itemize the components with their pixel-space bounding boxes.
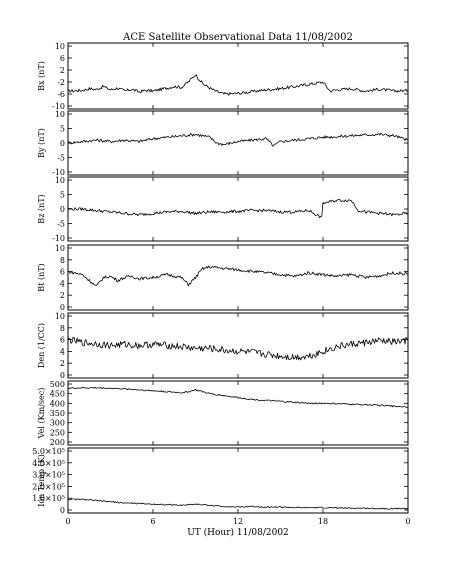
- x-tick-label: 0: [65, 517, 70, 526]
- y-tick-label: 8: [60, 256, 65, 265]
- y-axis-label-bz: Bz (nT): [37, 194, 46, 223]
- panel-bz: 10 5 0 -5 -10 Bz (nT): [37, 176, 409, 243]
- y-tick-label: 3.0×10⁵: [32, 471, 65, 480]
- x-axis-label: UT (Hour) 11/08/2002: [187, 527, 289, 538]
- x-tick-label: 18: [318, 517, 328, 526]
- y-tick-label: 0: [60, 371, 65, 380]
- y-axis-label-vel: Vel (Km/sec): [37, 388, 46, 440]
- y-tick-label: 200: [50, 438, 65, 447]
- series-line-vel: [67, 386, 409, 408]
- y-axis-label-temp: Ion Temp (K): [37, 454, 46, 507]
- series-line-bx: [67, 74, 409, 96]
- x-axis: 0 6 12 18 0: [65, 517, 410, 526]
- series-line-by: [67, 132, 409, 147]
- y-tick-label: 5: [60, 125, 65, 134]
- panel-den: 10 8 6 4 2 0 Den (1/CC): [37, 312, 409, 380]
- y-tick-label: 250: [50, 428, 65, 437]
- y-tick-label: 500: [50, 380, 65, 389]
- y-axis-label-bt: Bt (nT): [37, 263, 46, 291]
- y-tick-label: -10: [52, 102, 65, 111]
- x-tick-label: 6: [150, 517, 155, 526]
- y-tick-label: 8: [60, 324, 65, 333]
- y-tick-label: 4: [60, 279, 65, 288]
- y-tick-label: 4: [60, 347, 65, 356]
- y-axis-label-den: Den (1/CC): [37, 323, 46, 368]
- y-tick-label: 300: [50, 419, 65, 428]
- x-tick-label: 0: [405, 517, 410, 526]
- y-axis-label-bx: Bx (nT): [37, 61, 46, 91]
- y-tick-label: 10: [55, 244, 65, 253]
- y-tick-label: 0: [60, 139, 65, 148]
- y-tick-label: -6: [57, 90, 65, 99]
- panel-by: 10 5 0 -5 -10 By (nT): [37, 110, 409, 177]
- series-line-den: [67, 336, 409, 361]
- panel-frame: [67, 110, 409, 176]
- x-tick-label: 12: [233, 517, 243, 526]
- panel-bt: 10 8 6 4 2 0 Bt (nT): [37, 244, 409, 312]
- series-line-bz: [67, 198, 409, 219]
- y-tick-label: 0: [60, 303, 65, 312]
- y-tick-label: 450: [50, 390, 65, 399]
- panel-frame: [67, 42, 409, 110]
- chart-title: ACE Satellite Observational Data 11/08/2…: [122, 32, 353, 43]
- y-tick-label: 400: [50, 399, 65, 408]
- y-tick-label: 2.0×10⁵: [32, 482, 65, 491]
- series-line-bt: [68, 265, 409, 287]
- y-tick-label: -5: [57, 154, 65, 163]
- y-tick-label: 6: [60, 336, 65, 345]
- y-tick-label: 2: [60, 359, 65, 368]
- y-tick-label: 1.0×10⁵: [32, 494, 65, 503]
- y-tick-label: 10: [55, 42, 65, 51]
- y-tick-label: 2: [60, 66, 65, 75]
- y-tick-label: 5.0×10⁵: [32, 447, 65, 456]
- panel-bx: 10 6 2 -2 -6 -10 Bx (nT): [37, 42, 409, 111]
- y-tick-label: 10: [55, 110, 65, 119]
- y-tick-label: -10: [52, 168, 65, 177]
- panel-frame: [67, 380, 409, 446]
- y-tick-label: 5: [60, 191, 65, 200]
- y-tick-label: 0: [60, 506, 65, 515]
- y-axis-label-by: By (nT): [37, 128, 46, 158]
- y-tick-label: 2: [60, 291, 65, 300]
- series-line-temp: [67, 498, 409, 510]
- y-tick-label: -2: [57, 78, 65, 87]
- y-tick-label: 350: [50, 409, 65, 418]
- y-tick-label: 10: [55, 312, 65, 321]
- panel-temp: 5.0×10⁵ 4.0×10⁵ 3.0×10⁵ 2.0×10⁵ 1.0×10⁵ 0 Ion …: [32, 447, 409, 515]
- panels: 10 6 2 -2 -6 -10 Bx (nT) 10 5 0 -5 -10 By (nT) 10 5 0 -5…: [32, 42, 409, 515]
- y-tick-label: 6: [60, 54, 65, 63]
- panel-frame: [67, 244, 409, 311]
- y-tick-label: -5: [57, 220, 65, 229]
- y-tick-label: -10: [52, 234, 65, 243]
- y-tick-label: 6: [60, 268, 65, 277]
- y-tick-label: 10: [55, 176, 65, 185]
- y-tick-label: 0: [60, 205, 65, 214]
- y-tick-label: 4.0×10⁵: [32, 459, 65, 468]
